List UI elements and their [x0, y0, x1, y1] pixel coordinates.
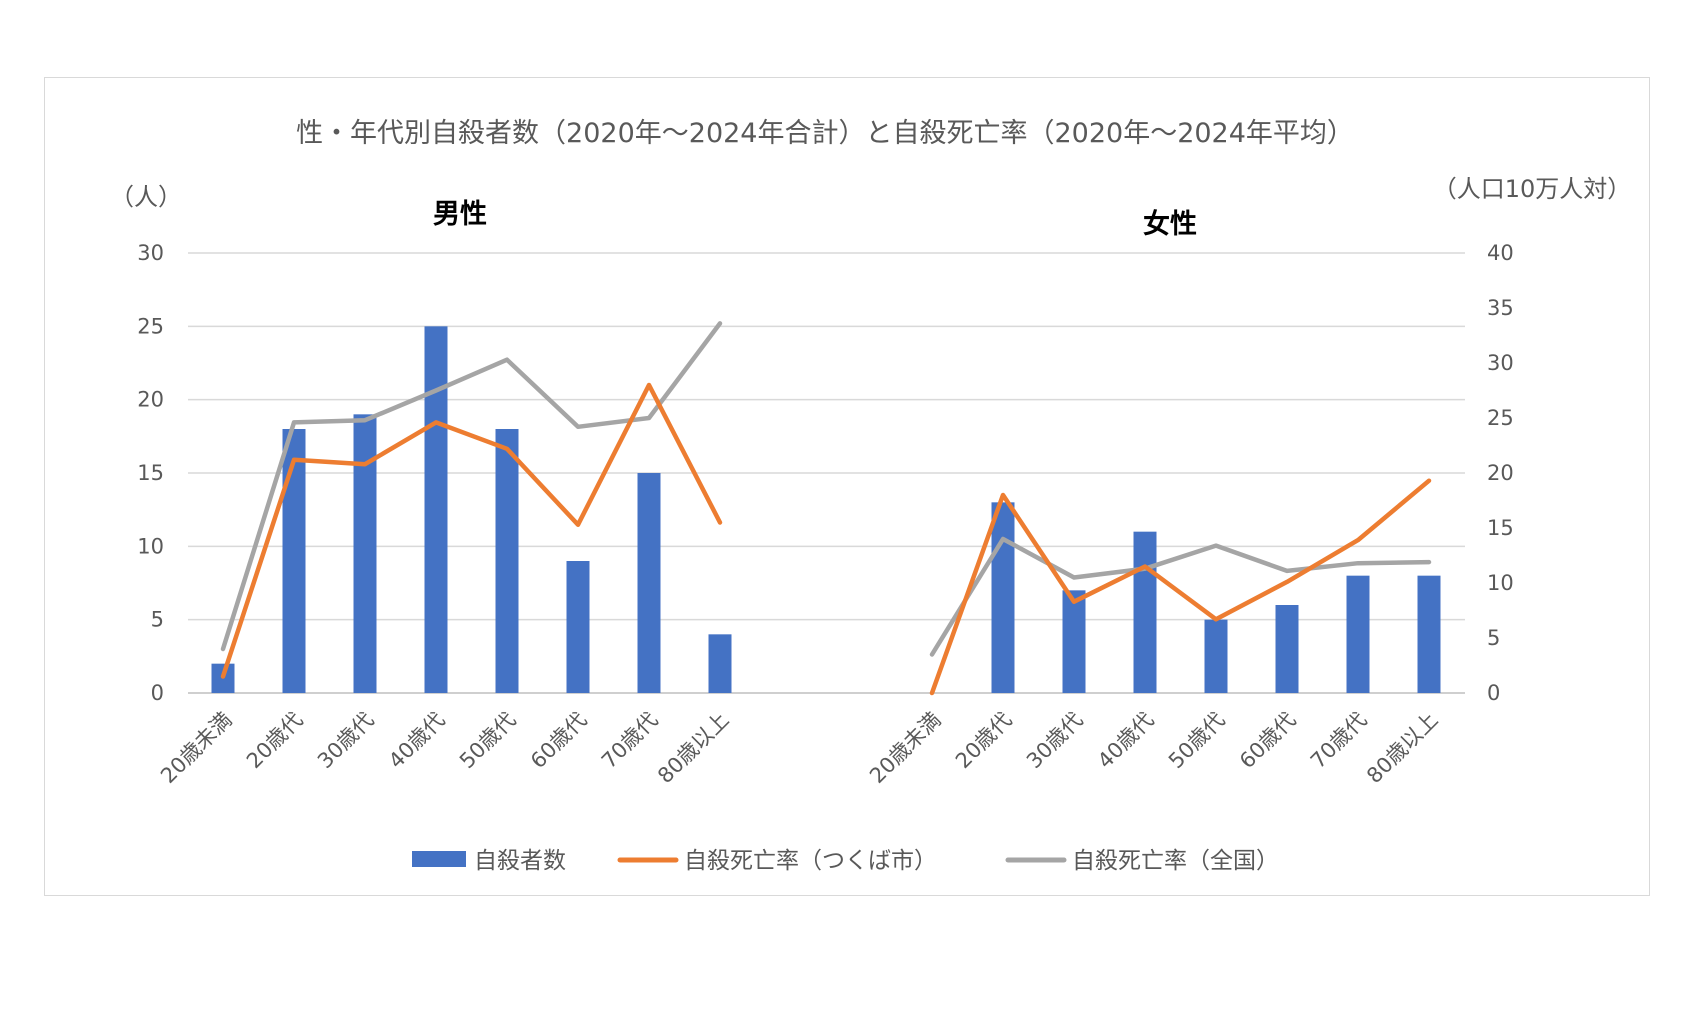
right-tick-label: 40 — [1487, 241, 1514, 265]
series-line-city — [929, 478, 1432, 696]
bar — [566, 561, 590, 693]
category-label: 70歳代 — [597, 708, 663, 774]
bar — [282, 429, 306, 693]
legend-label-city: 自殺死亡率（つくば市） — [684, 848, 937, 874]
category-label: 80歳以上 — [653, 708, 733, 788]
right-tick-label: 20 — [1487, 461, 1514, 485]
category-label: 20歳未満 — [156, 708, 236, 788]
category-label: 40歳代 — [384, 708, 450, 774]
legend-swatch-bar — [412, 851, 466, 867]
panel-title: 男性 — [433, 199, 487, 230]
right-tick-label: 25 — [1487, 406, 1514, 430]
right-tick-label: 5 — [1487, 626, 1500, 650]
category-label: 40歳代 — [1093, 708, 1159, 774]
category-label: 70歳代 — [1306, 708, 1372, 774]
chart-frame — [44, 77, 1650, 896]
panel-title: 女性 — [1143, 208, 1197, 240]
category-label: 80歳以上 — [1362, 708, 1442, 788]
category-label: 60歳代 — [526, 708, 592, 774]
right-tick-label: 15 — [1487, 516, 1514, 540]
category-label: 50歳代 — [1164, 708, 1230, 774]
category-label: 20歳代 — [242, 708, 308, 774]
left-axis-ticks: 0 5 10 15 20 25 30 — [137, 241, 164, 705]
left-tick-label: 25 — [137, 314, 164, 338]
right-tick-label: 10 — [1487, 571, 1514, 595]
category-label: 30歳代 — [313, 708, 379, 774]
chart-title: 性・年代別自殺者数（2020年～2024年合計）と自殺死亡率（2020年～202… — [296, 118, 1354, 149]
left-tick-label: 10 — [137, 534, 164, 558]
bar — [1275, 605, 1299, 693]
left-tick-label: 15 — [137, 461, 164, 485]
right-axis-unit: （人口10万人対） — [1433, 175, 1632, 203]
series-line-national — [929, 536, 1432, 657]
bar — [637, 473, 661, 693]
left-tick-label: 20 — [137, 388, 164, 412]
gridlines — [188, 252, 1465, 694]
category-label: 30歳代 — [1022, 708, 1088, 774]
left-axis-unit: （人） — [110, 183, 182, 211]
legend: 自殺者数 自殺死亡率（つくば市） 自殺死亡率（全国） — [412, 848, 1279, 874]
right-tick-label: 35 — [1487, 296, 1514, 320]
bar — [353, 414, 377, 693]
series-line-city — [220, 382, 723, 679]
legend-label-national: 自殺死亡率（全国） — [1072, 848, 1279, 874]
right-axis-ticks: 0 5 10 15 20 25 30 35 40 — [1487, 241, 1514, 705]
category-label: 60歳代 — [1235, 708, 1301, 774]
series-line-national — [220, 321, 723, 652]
category-label: 50歳代 — [455, 708, 521, 774]
bar — [1346, 575, 1370, 693]
right-tick-label: 30 — [1487, 351, 1514, 375]
category-label: 20歳未満 — [865, 708, 945, 788]
bar — [495, 429, 519, 693]
bar — [1204, 619, 1228, 693]
category-label: 20歳代 — [951, 708, 1017, 774]
left-tick-label: 0 — [151, 681, 164, 705]
bar — [991, 502, 1015, 693]
bar — [1062, 590, 1086, 693]
bar — [708, 634, 732, 693]
legend-label-bar: 自殺者数 — [474, 848, 566, 874]
bar — [424, 326, 448, 693]
bar — [1133, 531, 1157, 693]
left-tick-label: 5 — [151, 608, 164, 632]
bar — [1417, 575, 1441, 693]
right-tick-label: 0 — [1487, 681, 1500, 705]
left-tick-label: 30 — [137, 241, 164, 265]
